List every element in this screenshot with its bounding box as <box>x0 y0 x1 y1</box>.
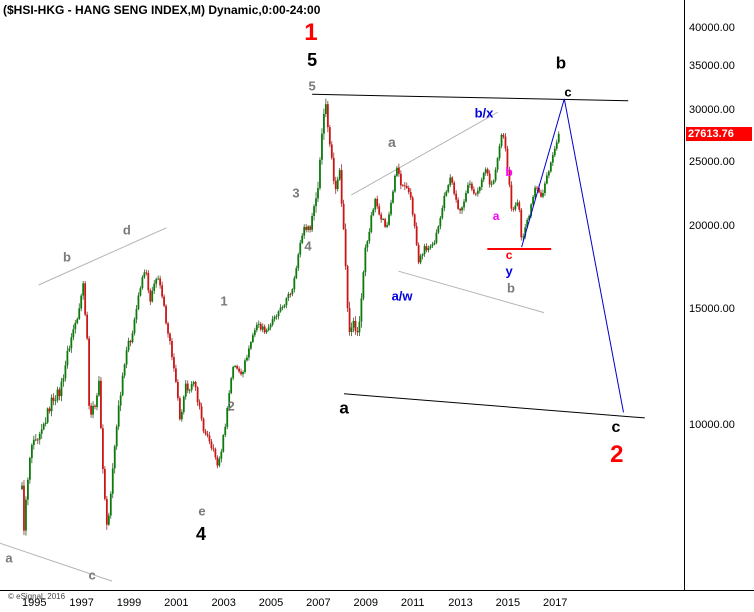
wave-label-aw: a/w <box>391 288 413 304</box>
trendline-lower-support <box>343 393 645 419</box>
y-axis[interactable]: 27613.76 40000.00 35000.00 30000.00 25000.0… <box>684 0 754 590</box>
wave-label-2: 2 <box>610 441 624 469</box>
wave-label-b: b <box>555 53 567 73</box>
wave-label-5: 5 <box>307 50 318 71</box>
x-axis-label: 1995 <box>22 597 47 609</box>
wave-label-4: 4 <box>196 523 207 544</box>
wave-label-c: c <box>505 247 513 262</box>
trendline-upper-resistance <box>312 93 629 102</box>
y-axis-label: 40000.00 <box>689 21 735 34</box>
x-axis-label: 2017 <box>542 597 568 609</box>
wave-label-c: c <box>611 418 621 436</box>
wave-label-2: 2 <box>227 398 235 414</box>
wave-label-b: b <box>63 249 71 265</box>
wave-label-c: c <box>88 567 96 583</box>
x-axis-label: 2007 <box>306 597 331 609</box>
trendline-left-channel-top <box>38 227 167 286</box>
x-axis-label: 2003 <box>211 597 236 609</box>
esignal-watermark: © eSignal, 2016 <box>8 592 66 601</box>
wave-label-y: y <box>505 263 513 279</box>
candlestick-canvas[interactable] <box>0 0 684 590</box>
wave-label-b: b <box>505 164 513 179</box>
wave-label-a: a <box>5 550 13 566</box>
x-axis-label: 1997 <box>69 597 94 609</box>
wave-label-a: a <box>339 398 349 418</box>
y-axis-label: 25000.00 <box>689 156 735 169</box>
last-price-tag: 27613.76 <box>686 126 752 141</box>
y-axis-label: 35000.00 <box>689 59 735 72</box>
trendline-projection-b-c <box>521 98 624 413</box>
y-axis-label: 20000.00 <box>689 220 735 233</box>
wave-label-3: 3 <box>292 185 300 201</box>
chart-plot[interactable]: ($HSI-HKG - HANG SENG INDEX,M) Dynamic,0… <box>0 0 684 590</box>
x-axis[interactable]: © eSignal, 2016 1995 1997 1999 2001 2003 2005… <box>0 590 754 612</box>
wave-label-b: b <box>507 280 515 296</box>
trendline-wedge-top <box>350 111 499 196</box>
x-axis-label: 2009 <box>353 597 378 609</box>
chart-title: ($HSI-HKG - HANG SENG INDEX,M) Dynamic,0… <box>3 3 321 17</box>
wave-label-c: c <box>564 84 572 100</box>
x-axis-label: 2001 <box>164 597 189 609</box>
y-axis-label: 30000.00 <box>689 104 735 117</box>
x-axis-label: 2015 <box>495 597 521 609</box>
wave-label-5: 5 <box>308 78 316 94</box>
wave-label-d: d <box>122 222 131 238</box>
trendline-left-channel-bottom <box>0 542 113 582</box>
wave-label-1: 1 <box>304 19 318 47</box>
wave-label-4: 4 <box>304 238 312 254</box>
wave-label-a: a <box>492 209 500 224</box>
y-axis-label: 10000.00 <box>689 419 735 431</box>
x-axis-label: 2013 <box>448 597 473 609</box>
wave-label-1: 1 <box>220 293 228 309</box>
wave-label-a: a <box>387 134 396 151</box>
trendline-wedge-bottom <box>398 270 545 314</box>
x-axis-label: 2005 <box>258 597 284 609</box>
y-axis-label: 15000.00 <box>689 302 735 315</box>
x-axis-label: 2011 <box>400 597 425 609</box>
x-axis-label: 1999 <box>116 597 142 609</box>
wave-label-bx: b/x <box>474 105 494 121</box>
wave-label-e: e <box>198 503 206 519</box>
